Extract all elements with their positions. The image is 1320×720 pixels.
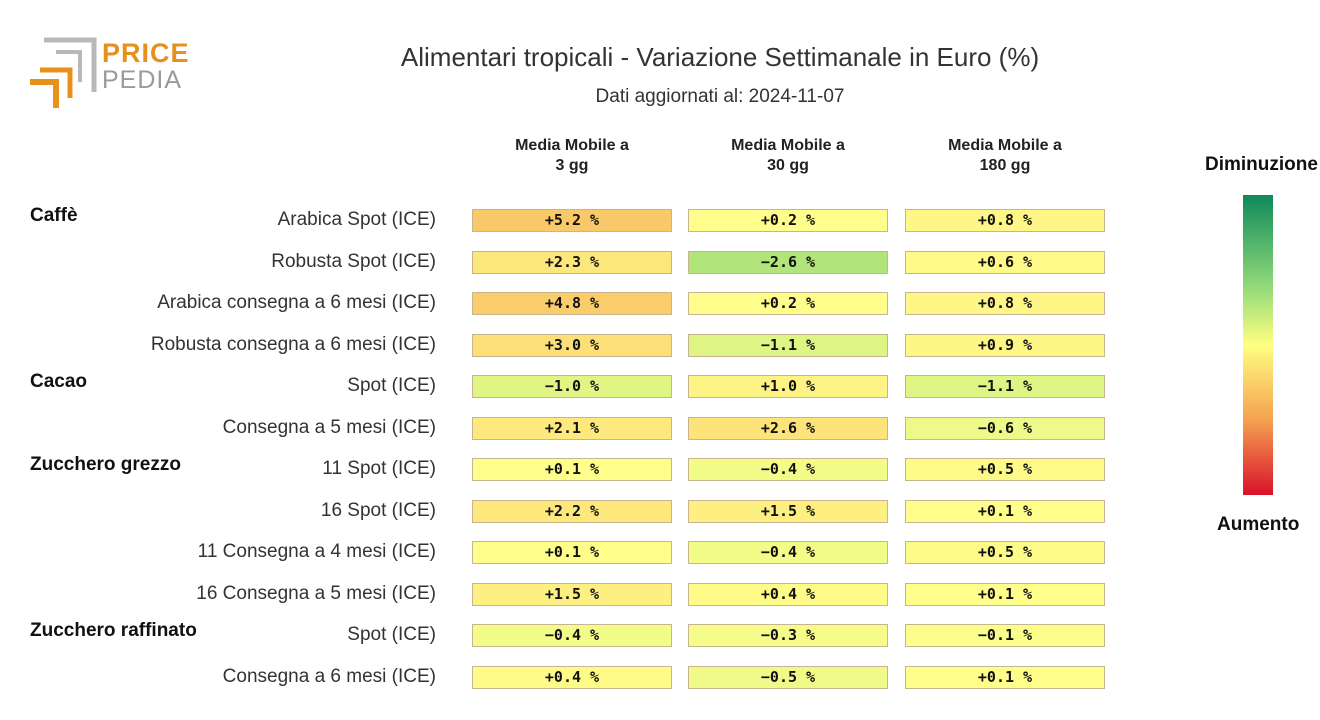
logo-text-price: PRICE [102,38,190,68]
row-label: Spot (ICE) [347,624,436,645]
heatmap-cell: +1.5 % [688,499,888,523]
heatmap-cell: −0.1 % [905,624,1105,647]
heatmap-cell: +0.1 % [905,499,1105,523]
heatmap-cell: +1.0 % [688,375,888,398]
legend-bottom-label: Aumento [1217,514,1300,535]
row-label: Spot (ICE) [347,375,436,396]
heatmap-cell: +0.8 % [905,209,1105,232]
row-label: 11 Spot (ICE) [322,458,436,479]
row-label: Arabica Spot (ICE) [277,209,436,230]
heatmap-cell: +0.9 % [905,333,1105,357]
heatmap-cell: +0.5 % [905,458,1105,481]
logo-mark-icon [30,37,97,108]
heatmap-cell: +3.0 % [472,333,672,357]
heatmap-cell: +2.1 % [472,416,672,440]
row-label: Arabica consegna a 6 mesi (ICE) [157,292,436,313]
row-label: 16 Spot (ICE) [320,499,436,521]
legend-color-scale [1243,195,1273,495]
row-label: 16 Consegna a 5 mesi (ICE) [196,582,436,604]
column-header: Media Mobile a 3 gg [515,137,629,174]
row-label: Consegna a 5 mesi (ICE) [222,416,436,438]
heatmap-cell: −0.4 % [472,624,672,647]
heatmap-cell: +0.8 % [905,292,1105,315]
heatmap-cell: +5.2 % [472,209,672,232]
chart-subtitle: Dati aggiornati al: 2024-11-07 [595,86,845,107]
heatmap-cell: +4.8 % [472,292,672,315]
column-header: Media Mobile a 30 gg [731,137,845,174]
heatmap-cell: +0.1 % [472,541,672,564]
heatmap-cell: +1.5 % [472,582,672,606]
heatmap-cell: +0.6 % [905,250,1105,274]
heatmap-cell: +2.6 % [688,416,888,440]
heatmap-cell: +0.1 % [905,665,1105,689]
heatmap-cell: +0.2 % [688,292,888,315]
column-header: Media Mobile a 180 gg [948,137,1062,174]
heatmap-cell: −0.5 % [688,665,888,689]
group-label: Caffè [30,205,78,226]
heatmap-cell: −1.1 % [688,333,888,357]
group-label: Zucchero raffinato [30,620,197,641]
heatmap-cell: +0.5 % [905,541,1105,564]
row-label: 11 Consegna a 4 mesi (ICE) [197,541,436,562]
heatmap-cell: +0.4 % [472,665,672,689]
heatmap-cell: −1.0 % [472,375,672,398]
group-label: Cacao [30,371,88,392]
heatmap-cell: −1.1 % [905,375,1105,398]
heatmap-cell: +2.3 % [472,250,672,274]
heatmap-cell: −0.3 % [688,624,888,647]
chart-title: Alimentari tropicali - Variazione Settim… [400,42,1040,72]
heatmap-cell: +0.1 % [905,582,1105,606]
heatmap-cell: −0.4 % [688,458,888,481]
heatmap-cell: −0.6 % [905,416,1105,440]
row-label: Robusta Spot (ICE) [271,250,436,272]
pricepedia-logo: PRICE PEDIA [30,36,190,112]
row-label: Consegna a 6 mesi (ICE) [222,665,436,687]
logo-text-pedia: PEDIA [102,66,183,94]
heatmap-cell: +0.1 % [472,458,672,481]
heatmap-cell: +0.4 % [688,582,888,606]
group-label: Zucchero grezzo [30,454,181,475]
heatmap-cell: −0.4 % [688,541,888,564]
heatmap-cell: +2.2 % [472,499,672,523]
row-label: Robusta consegna a 6 mesi (ICE) [150,333,436,355]
heatmap-cell: −2.6 % [688,250,888,274]
legend-top-label: Diminuzione [1205,154,1318,175]
heatmap-cell: +0.2 % [688,209,888,232]
